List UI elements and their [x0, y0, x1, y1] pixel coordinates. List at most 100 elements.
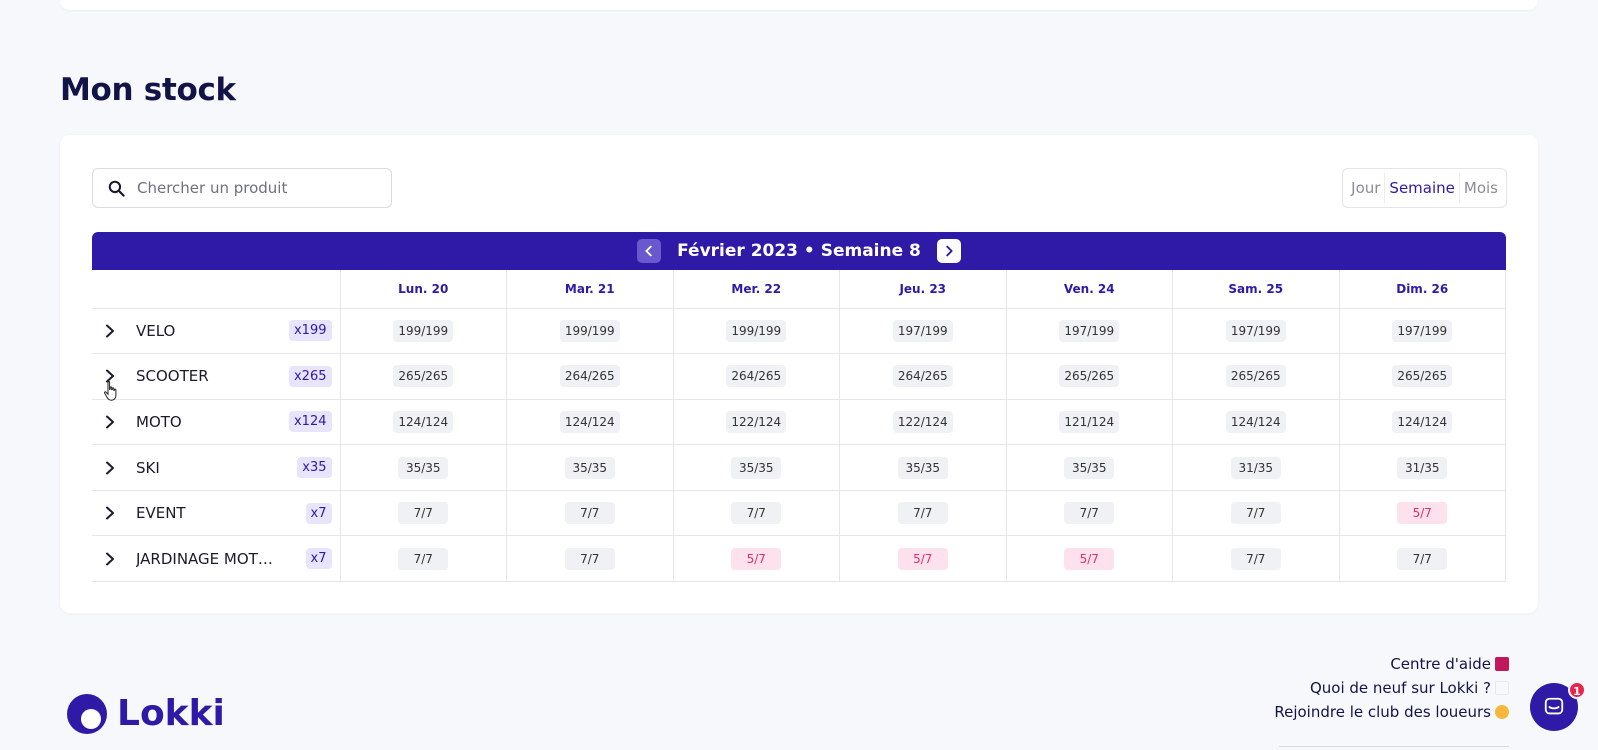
- stock-cell[interactable]: 7/7: [340, 535, 507, 583]
- product-cell: SCOOTER x265: [92, 353, 341, 400]
- product-quantity-badge: x35: [297, 457, 332, 479]
- stock-cell[interactable]: 124/124: [340, 399, 507, 446]
- availability-badge: 5/7: [731, 547, 782, 570]
- help-center-link[interactable]: Centre d'aide: [1274, 652, 1509, 676]
- calendar-header: Février 2023 • Semaine 8: [92, 232, 1506, 270]
- table-row: VELO x199 199/199 199/199 199/199 197/199 197/…: [92, 308, 1506, 355]
- availability-badge: 35/35: [398, 456, 449, 479]
- help-center-label: Centre d'aide: [1390, 655, 1491, 673]
- table-row: JARDINAGE MOTO… x7 7/7 7/7 5/7 5/7 5/7 7/7 7/7: [92, 535, 1506, 583]
- stock-cell[interactable]: 31/35: [1339, 444, 1506, 491]
- day-header: Mer. 22: [673, 270, 840, 309]
- stock-cell[interactable]: 265/265: [1006, 353, 1173, 400]
- product-quantity-badge: x265: [288, 365, 332, 387]
- footer-links: Centre d'aide Quoi de neuf sur Lokki ? R…: [1274, 652, 1509, 724]
- stock-cell[interactable]: 35/35: [340, 444, 507, 491]
- stock-cell[interactable]: 199/199: [673, 308, 840, 355]
- stock-cell[interactable]: 124/124: [1339, 399, 1506, 446]
- product-row-header[interactable]: EVENT x7: [92, 502, 340, 524]
- stock-cell[interactable]: 122/124: [839, 399, 1007, 446]
- stock-cell[interactable]: 35/35: [673, 444, 840, 491]
- stock-cell[interactable]: 7/7: [340, 490, 507, 537]
- product-quantity-badge: x124: [288, 411, 332, 433]
- stock-cell[interactable]: 264/265: [839, 353, 1007, 400]
- search-input[interactable]: [137, 179, 377, 197]
- stock-cell[interactable]: 35/35: [839, 444, 1007, 491]
- chevron-left-icon: [645, 245, 652, 257]
- stock-cell[interactable]: 121/124: [1006, 399, 1173, 446]
- stock-cell[interactable]: 197/199: [1339, 308, 1506, 355]
- day-header: Dim. 26: [1339, 270, 1506, 309]
- product-quantity-badge: x199: [288, 320, 332, 342]
- day-header: Jeu. 23: [839, 270, 1007, 309]
- stock-cell[interactable]: 7/7: [506, 535, 674, 583]
- stock-cell[interactable]: 35/35: [506, 444, 674, 491]
- stock-card: Jour Semaine Mois Février 2023 • Semaine…: [60, 135, 1538, 613]
- stock-cell[interactable]: 5/7: [1339, 490, 1506, 537]
- whats-new-link[interactable]: Quoi de neuf sur Lokki ?: [1274, 676, 1509, 700]
- product-cell: MOTO x124: [92, 399, 341, 446]
- stock-cell[interactable]: 7/7: [1339, 535, 1506, 583]
- previous-week-button[interactable]: [637, 239, 662, 263]
- divider: [1384, 173, 1386, 203]
- stock-cell[interactable]: 5/7: [673, 535, 840, 583]
- availability-badge: 197/199: [1225, 319, 1286, 342]
- search-box[interactable]: [92, 168, 392, 208]
- next-week-button[interactable]: [936, 239, 961, 263]
- stock-cell[interactable]: 7/7: [1172, 535, 1340, 583]
- product-cell: EVENT x7: [92, 490, 341, 537]
- availability-badge: 197/199: [1059, 319, 1120, 342]
- product-row-header[interactable]: VELO x199: [92, 320, 340, 342]
- day-header: Ven. 24: [1006, 270, 1173, 309]
- search-icon: [108, 180, 125, 197]
- product-name: MOTO: [136, 412, 182, 431]
- chat-notification-badge: 1: [1568, 681, 1586, 699]
- stock-cell[interactable]: 7/7: [1172, 490, 1340, 537]
- product-row-header[interactable]: JARDINAGE MOTO… x7: [92, 548, 340, 570]
- view-week-option[interactable]: Semaine: [1389, 179, 1455, 197]
- stock-cell[interactable]: 197/199: [1006, 308, 1173, 355]
- stock-cell[interactable]: 5/7: [839, 535, 1007, 583]
- chevron-right-icon[interactable]: [102, 323, 118, 339]
- stock-cell[interactable]: 124/124: [1172, 399, 1340, 446]
- availability-badge: 197/199: [892, 319, 953, 342]
- stock-cell[interactable]: 122/124: [673, 399, 840, 446]
- stock-cell[interactable]: 7/7: [673, 490, 840, 537]
- stock-cell[interactable]: 35/35: [1006, 444, 1173, 491]
- stock-cell[interactable]: 7/7: [839, 490, 1007, 537]
- availability-badge: 199/199: [726, 319, 787, 342]
- calendar-title: Février 2023 • Semaine 8: [677, 241, 921, 261]
- stock-cell[interactable]: 199/199: [340, 308, 507, 355]
- stock-cell[interactable]: 265/265: [340, 353, 507, 400]
- product-row-header[interactable]: SKI x35: [92, 457, 340, 479]
- lokki-logo[interactable]: Lokki: [67, 693, 225, 734]
- stock-cell[interactable]: 199/199: [506, 308, 674, 355]
- chevron-right-icon[interactable]: [102, 414, 118, 430]
- stock-cell[interactable]: 31/35: [1172, 444, 1340, 491]
- stock-cell[interactable]: 265/265: [1172, 353, 1340, 400]
- chevron-right-icon[interactable]: [102, 368, 118, 384]
- stock-cell[interactable]: 7/7: [506, 490, 674, 537]
- chevron-right-icon[interactable]: [102, 505, 118, 521]
- availability-badge: 124/124: [1225, 410, 1286, 433]
- stock-cell[interactable]: 197/199: [1172, 308, 1340, 355]
- brand-name: Lokki: [117, 693, 225, 734]
- availability-badge: 265/265: [1059, 365, 1120, 388]
- stock-cell[interactable]: 124/124: [506, 399, 674, 446]
- stock-cell[interactable]: 7/7: [1006, 490, 1173, 537]
- chevron-right-icon[interactable]: [102, 551, 118, 567]
- stock-cell[interactable]: 264/265: [506, 353, 674, 400]
- chevron-right-icon[interactable]: [102, 460, 118, 476]
- stock-cell[interactable]: 197/199: [839, 308, 1007, 355]
- availability-badge: 35/35: [564, 456, 615, 479]
- join-club-link[interactable]: Rejoindre le club des loueurs: [1274, 700, 1509, 724]
- view-day-option[interactable]: Jour: [1351, 179, 1381, 197]
- product-row-header[interactable]: MOTO x124: [92, 411, 340, 433]
- product-name: EVENT: [136, 504, 186, 523]
- stock-cell[interactable]: 265/265: [1339, 353, 1506, 400]
- table-header-row: Lun. 20 Mar. 21 Mer. 22 Jeu. 23 Ven. 24 …: [92, 270, 1506, 309]
- stock-cell[interactable]: 5/7: [1006, 535, 1173, 583]
- product-row-header[interactable]: SCOOTER x265: [92, 365, 340, 387]
- view-month-option[interactable]: Mois: [1463, 179, 1498, 197]
- stock-cell[interactable]: 264/265: [673, 353, 840, 400]
